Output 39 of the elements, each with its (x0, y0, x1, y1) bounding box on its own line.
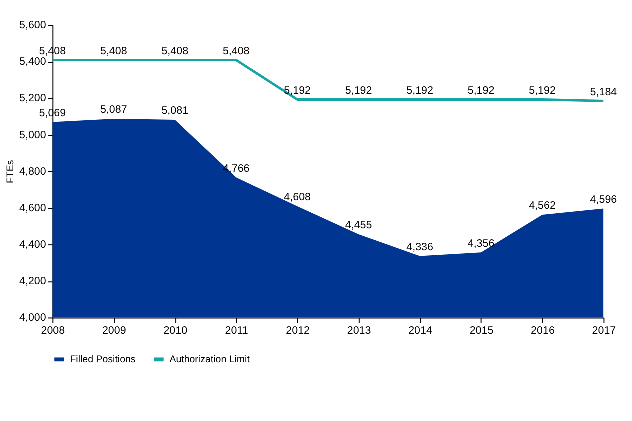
y-tick-label: 4,600 (20, 202, 46, 214)
y-tick-label: 5,000 (20, 129, 46, 142)
data-label: 4,336 (406, 241, 434, 254)
data-label: 5,081 (162, 105, 189, 118)
x-tick-label: 2015 (470, 324, 494, 337)
y-tick-label: 4,000 (20, 312, 46, 324)
x-tick-label: 2010 (164, 324, 188, 337)
y-tick-label: 4,400 (20, 238, 46, 251)
y-axis-title: FTEs (6, 160, 17, 184)
y-tick-label: 5,600 (20, 20, 46, 32)
data-label: 4,562 (529, 200, 556, 212)
x-tick-label: 2013 (347, 324, 372, 337)
data-label: 5,408 (222, 45, 250, 58)
data-label: 5,192 (284, 84, 312, 97)
y-tick-label: 4,200 (20, 276, 46, 288)
y-tick-label: 4,800 (20, 166, 46, 178)
x-tick-label: 2017 (592, 324, 616, 337)
data-label: 5,184 (590, 86, 618, 98)
y-tick-label: 5,400 (20, 56, 46, 68)
data-label: 4,608 (284, 192, 312, 204)
x-tick-label: 2014 (408, 324, 432, 337)
data-label: 5,192 (345, 84, 372, 97)
y-tick-label: 5,200 (20, 92, 46, 105)
data-label: 5,192 (529, 84, 556, 97)
x-tick-label: 2016 (531, 324, 555, 337)
data-label: 4,356 (468, 238, 495, 250)
legend-label: Authorization Limit (170, 354, 250, 366)
data-label: 4,455 (345, 220, 372, 232)
data-label: 5,408 (162, 45, 189, 58)
data-label: 5,408 (100, 45, 128, 58)
x-tick-label: 2008 (41, 324, 66, 337)
data-label: 5,192 (468, 84, 495, 97)
data-label: 5,192 (406, 84, 434, 97)
x-tick-label: 2011 (225, 324, 248, 337)
data-label: 5,087 (100, 104, 128, 116)
x-tick-label: 2012 (286, 324, 310, 337)
x-tick-label: 2009 (102, 324, 126, 337)
legend-label: Filled Positions (70, 354, 136, 366)
data-label: 4,596 (590, 194, 618, 206)
